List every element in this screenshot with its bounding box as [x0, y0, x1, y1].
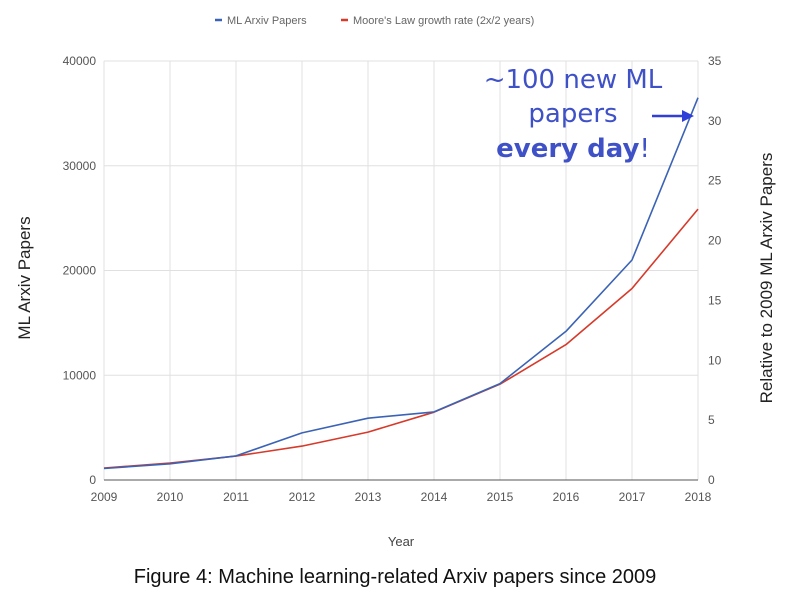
y-right-tick-label: 35 — [708, 54, 722, 68]
series-line-ml-arxiv-papers — [103, 97, 699, 470]
series-group — [103, 97, 699, 470]
y-right-tick-label: 5 — [708, 413, 715, 427]
y-axis-right: 0 5 10 15 20 25 30 35 — [708, 54, 722, 487]
y-right-tick-label: 25 — [708, 174, 722, 188]
annotation-line-1: ~100 new ML — [484, 65, 663, 95]
y-left-tick-label: 0 — [89, 473, 96, 487]
x-tick-label: 2009 — [91, 490, 118, 504]
y-right-tick-label: 0 — [708, 473, 715, 487]
annotation-line-2: papers — [528, 99, 617, 129]
y-left-tick-label: 10000 — [63, 368, 97, 382]
annotation-arrow-head — [682, 110, 694, 122]
x-tick-label: 2016 — [553, 490, 580, 504]
legend-label: ML Arxiv Papers — [227, 15, 307, 27]
y-left-tick-label: 30000 — [63, 159, 97, 173]
y-axis-left: 0 10000 20000 30000 40000 — [63, 54, 97, 487]
grid — [103, 60, 699, 481]
annotation: ~100 new ML papers every day! — [484, 65, 694, 164]
y-axis-left-label: ML Arxiv Papers — [15, 216, 34, 339]
x-axis: 2009 2010 2011 2012 2013 2014 2015 2016 2017 2018 — [91, 490, 712, 504]
y-right-tick-label: 20 — [708, 234, 722, 248]
y-right-tick-label: 15 — [708, 293, 722, 307]
x-tick-label: 2015 — [487, 490, 514, 504]
y-left-tick-label: 20000 — [63, 264, 97, 278]
x-tick-label: 2014 — [421, 490, 448, 504]
x-axis-label: Year — [388, 534, 415, 549]
legend-label: Moore's Law growth rate (2x/2 years) — [353, 15, 534, 27]
x-tick-label: 2012 — [289, 490, 316, 504]
x-tick-label: 2013 — [355, 490, 382, 504]
y-right-tick-label: 10 — [708, 353, 722, 367]
series-line-moores-law — [103, 208, 699, 469]
annotation-bold-text: every day — [496, 134, 639, 164]
x-tick-label: 2011 — [223, 490, 249, 504]
x-tick-label: 2010 — [157, 490, 184, 504]
y-right-tick-label: 30 — [708, 114, 722, 128]
figure-caption: Figure 4: Machine learning-related Arxiv… — [133, 566, 657, 588]
x-tick-label: 2017 — [619, 490, 646, 504]
annotation-line-3: every day! — [496, 134, 650, 164]
x-tick-label: 2018 — [685, 490, 712, 504]
y-axis-right-label: Relative to 2009 ML Arxiv Papers — [757, 153, 776, 404]
y-left-tick-label: 40000 — [63, 54, 97, 68]
legend: ML Arxiv Papers Moore's Law growth rate (… — [215, 15, 534, 27]
annotation-exclamation: ! — [639, 134, 649, 164]
